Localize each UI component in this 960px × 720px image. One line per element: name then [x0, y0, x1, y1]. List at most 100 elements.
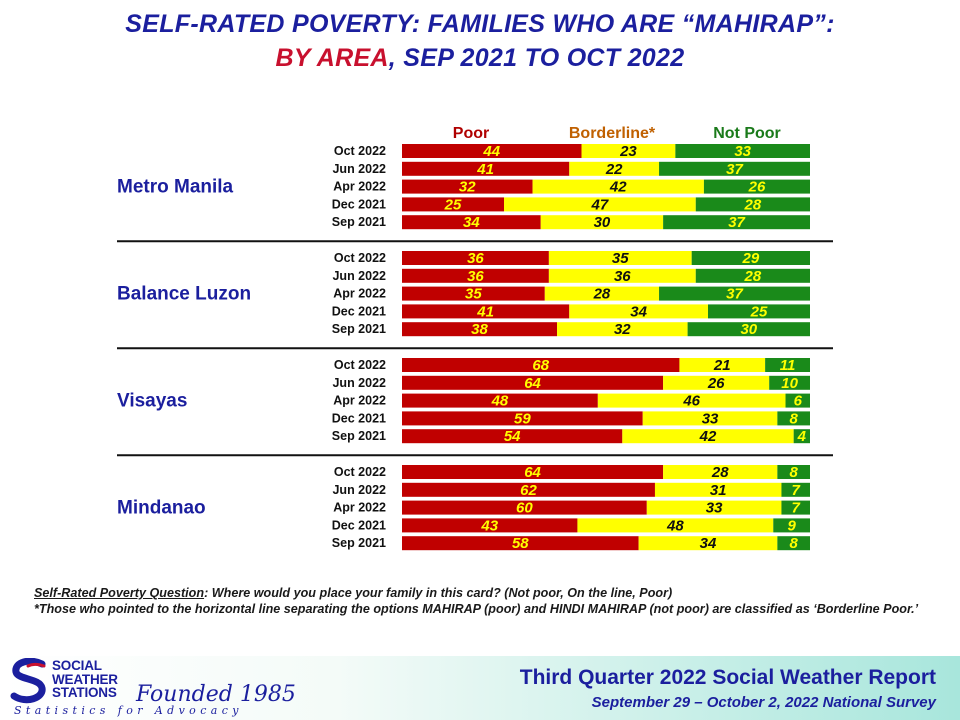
- value-label-not-poor: 10: [781, 375, 798, 392]
- value-label-borderline: 21: [713, 357, 731, 374]
- bar-borderline: [548, 268, 696, 283]
- value-label-not-poor: 8: [790, 535, 799, 552]
- value-label-not-poor: 30: [740, 321, 757, 338]
- value-label-borderline: 33: [706, 500, 723, 517]
- value-label-borderline: 22: [605, 161, 623, 178]
- value-label-poor: 43: [480, 517, 498, 534]
- bar-poor: [402, 179, 533, 194]
- bar-borderline: [548, 251, 692, 265]
- bar-borderline: [504, 197, 696, 212]
- row-label: Dec 2021: [332, 518, 386, 532]
- value-label-not-poor: 7: [792, 482, 801, 499]
- bar-poor: [402, 358, 680, 372]
- title-by-area: BY AREA: [275, 44, 389, 72]
- bar-not-poor: [663, 215, 810, 230]
- value-label-poor: 25: [444, 196, 462, 213]
- value-label-not-poor: 33: [734, 143, 751, 160]
- bar-borderline: [569, 161, 660, 176]
- row-label: Dec 2021: [332, 304, 386, 318]
- group-label: Mindanao: [117, 498, 206, 519]
- footnote-borderline-note: *Those who pointed to the horizontal lin…: [34, 602, 919, 616]
- group-label: Metro Manila: [117, 177, 234, 198]
- value-label-borderline: 35: [612, 250, 629, 267]
- bar-not-poor: [659, 286, 810, 301]
- sws-logo-text: SOCIAL WEATHER STATIONS: [52, 659, 118, 700]
- bar-borderline: [532, 179, 704, 194]
- bar-poor: [402, 429, 623, 444]
- chart-title-line1: SELF-RATED POVERTY: FAMILIES WHO ARE “MA…: [125, 10, 835, 38]
- bar-not-poor: [781, 500, 810, 515]
- legend-not-poor: Not Poor: [713, 125, 781, 142]
- bar-poor: [402, 197, 504, 212]
- bar-not-poor: [793, 429, 810, 444]
- value-label-poor: 32: [459, 179, 476, 196]
- value-label-poor: 48: [491, 393, 509, 410]
- row-label: Sep 2021: [332, 215, 386, 229]
- value-label-not-poor: 25: [750, 303, 768, 320]
- bar-borderline: [679, 358, 766, 372]
- bar-not-poor: [708, 304, 810, 319]
- value-label-borderline: 28: [711, 464, 729, 481]
- value-label-borderline: 42: [699, 428, 717, 445]
- bar-not-poor: [765, 358, 810, 372]
- footnote: Self-Rated Poverty Question: Where would…: [34, 585, 934, 617]
- row-label: Sep 2021: [332, 322, 386, 336]
- sws-logo-icon: [10, 658, 46, 704]
- row-label: Jun 2022: [332, 162, 386, 176]
- value-label-borderline: 48: [666, 517, 684, 534]
- bar-borderline: [642, 411, 778, 426]
- value-label-poor: 36: [467, 268, 484, 285]
- row-label: Jun 2022: [332, 269, 386, 283]
- value-label-poor: 60: [516, 500, 533, 517]
- value-label-borderline: 34: [630, 303, 647, 320]
- row-label: Dec 2021: [332, 197, 386, 211]
- value-label-not-poor: 6: [794, 393, 803, 410]
- footnote-question-label: Self-Rated Poverty Question: [34, 586, 205, 600]
- bar-not-poor: [773, 518, 810, 533]
- row-label: Jun 2022: [332, 483, 386, 497]
- bar-not-poor: [695, 268, 810, 283]
- row-label: Dec 2021: [332, 411, 386, 425]
- row-label: Oct 2022: [334, 251, 386, 265]
- row-label: Oct 2022: [334, 144, 386, 158]
- value-label-borderline: 28: [593, 286, 611, 303]
- value-label-poor: 58: [512, 535, 529, 552]
- bar-poor: [402, 268, 549, 283]
- bar-poor: [402, 500, 647, 515]
- value-label-borderline: 33: [702, 410, 719, 427]
- footnote-question-text: : Where would you place your family in t…: [204, 586, 673, 600]
- bar-borderline: [577, 518, 774, 533]
- row-label: Sep 2021: [332, 536, 386, 550]
- bar-poor: [402, 251, 549, 265]
- bar-poor: [402, 465, 664, 479]
- value-label-not-poor: 37: [728, 214, 745, 231]
- title-comma: ,: [388, 44, 397, 72]
- footer-banner: SOCIAL WEATHER STATIONS Founded 1985 Sta…: [0, 656, 960, 720]
- stacked-bar-chart: Poor Borderline* Not Poor Metro Manila Oct 2…: [117, 125, 833, 552]
- bar-not-poor: [691, 251, 810, 265]
- bar-poor: [402, 518, 578, 533]
- value-label-borderline: 36: [614, 268, 631, 285]
- bar-poor: [402, 215, 541, 230]
- bar-not-poor: [777, 411, 810, 426]
- logo-tagline: Statistics for Advocacy: [14, 704, 243, 717]
- report-title: Third Quarter 2022 Social Weather Report: [519, 666, 936, 689]
- row-label: Apr 2022: [333, 394, 386, 408]
- bar-poor: [402, 393, 598, 408]
- bar-borderline: [569, 304, 708, 319]
- value-label-not-poor: 28: [744, 196, 762, 213]
- value-label-not-poor: 37: [726, 161, 743, 178]
- value-label-borderline: 42: [609, 179, 627, 196]
- value-label-borderline: 46: [682, 393, 700, 410]
- bar-not-poor: [675, 144, 810, 158]
- chart-title-line2: BY AREA, SEP 2021 TO OCT 2022: [0, 44, 960, 73]
- row-label: Apr 2022: [333, 180, 386, 194]
- bar-borderline: [597, 393, 786, 408]
- value-label-not-poor: 8: [790, 410, 799, 427]
- bar-poor: [402, 482, 655, 497]
- legend-poor: Poor: [453, 125, 489, 142]
- legend-borderline: Borderline*: [569, 125, 656, 142]
- value-label-poor: 62: [520, 482, 537, 499]
- bar-poor: [402, 536, 639, 551]
- bar-not-poor: [695, 197, 810, 212]
